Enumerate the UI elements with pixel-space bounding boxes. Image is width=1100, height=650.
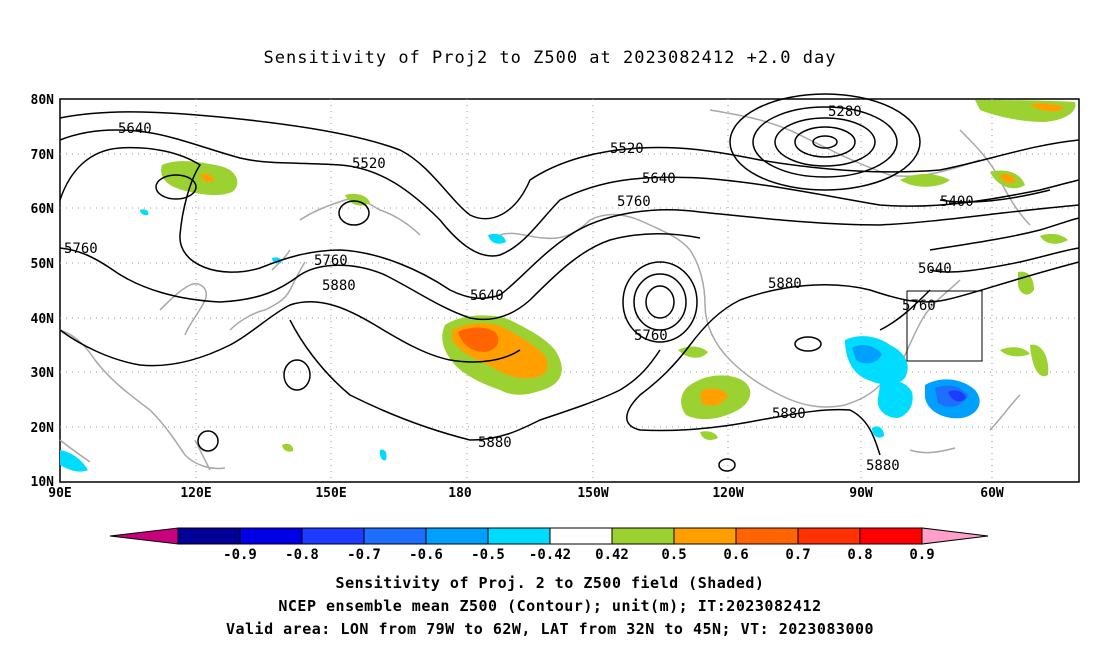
contour-label: 5760	[314, 253, 348, 269]
chart-title: Sensitivity of Proj2 to Z500 at 20230824…	[263, 48, 837, 68]
lat-tick: 80N	[31, 93, 55, 108]
caption-line-3: Valid area: LON from 79W to 62W, LAT fro…	[225, 620, 875, 638]
contour-label: 5880	[866, 458, 900, 474]
lon-tick: 180	[448, 486, 472, 501]
lon-tick: 120W	[712, 486, 743, 501]
contour-label: 5880	[322, 278, 356, 294]
contour-label: 5640	[642, 171, 676, 187]
lon-tick: 150W	[577, 486, 608, 501]
coastlines	[59, 109, 1031, 471]
latitude-axis: 80N 70N 60N 50N 40N 30N 20N 10N	[31, 93, 55, 490]
longitude-axis: 90E 120E 150E 180 150W 120W 90W 60W	[48, 486, 1004, 501]
contour-labels: 5640 5520 5520 5640 5760 5280 5400 5760 …	[64, 104, 974, 474]
lat-tick: 40N	[31, 312, 55, 327]
contour-label: 5760	[64, 241, 98, 257]
z500-contours	[59, 93, 1080, 472]
lon-tick: 90E	[48, 486, 71, 501]
lon-tick: 90W	[849, 486, 873, 501]
lat-tick: 70N	[31, 148, 55, 163]
contour-label: 5880	[478, 435, 512, 451]
sensitivity-shading	[60, 100, 1076, 472]
lon-tick: 60W	[980, 486, 1004, 501]
contour-label: 5880	[772, 406, 806, 422]
contour-label: 5880	[768, 276, 802, 292]
contour-label: 5760	[634, 328, 668, 344]
lat-tick: 30N	[31, 366, 55, 381]
contour-label: 5640	[118, 121, 152, 137]
contour-label: 5280	[828, 104, 862, 120]
lat-tick: 50N	[31, 257, 55, 272]
contour-label: 5640	[470, 288, 504, 304]
lat-tick: 20N	[31, 421, 55, 436]
lon-tick: 150E	[315, 486, 346, 501]
caption-line-2: NCEP ensemble mean Z500 (Contour); unit(…	[278, 597, 822, 615]
contour-label: 5520	[352, 156, 386, 172]
contour-label: 5760	[902, 298, 936, 314]
contour-label: 5640	[918, 261, 952, 277]
valid-area-box	[906, 290, 983, 362]
caption-line-1: Sensitivity of Proj. 2 to Z500 field (Sh…	[335, 574, 765, 592]
lon-tick: 120E	[180, 486, 211, 501]
lat-tick: 60N	[31, 202, 55, 217]
lat-tick: 10N	[31, 475, 55, 490]
contour-label: 5760	[617, 194, 651, 210]
contour-label: 5400	[940, 194, 974, 210]
contour-label: 5520	[610, 141, 644, 157]
